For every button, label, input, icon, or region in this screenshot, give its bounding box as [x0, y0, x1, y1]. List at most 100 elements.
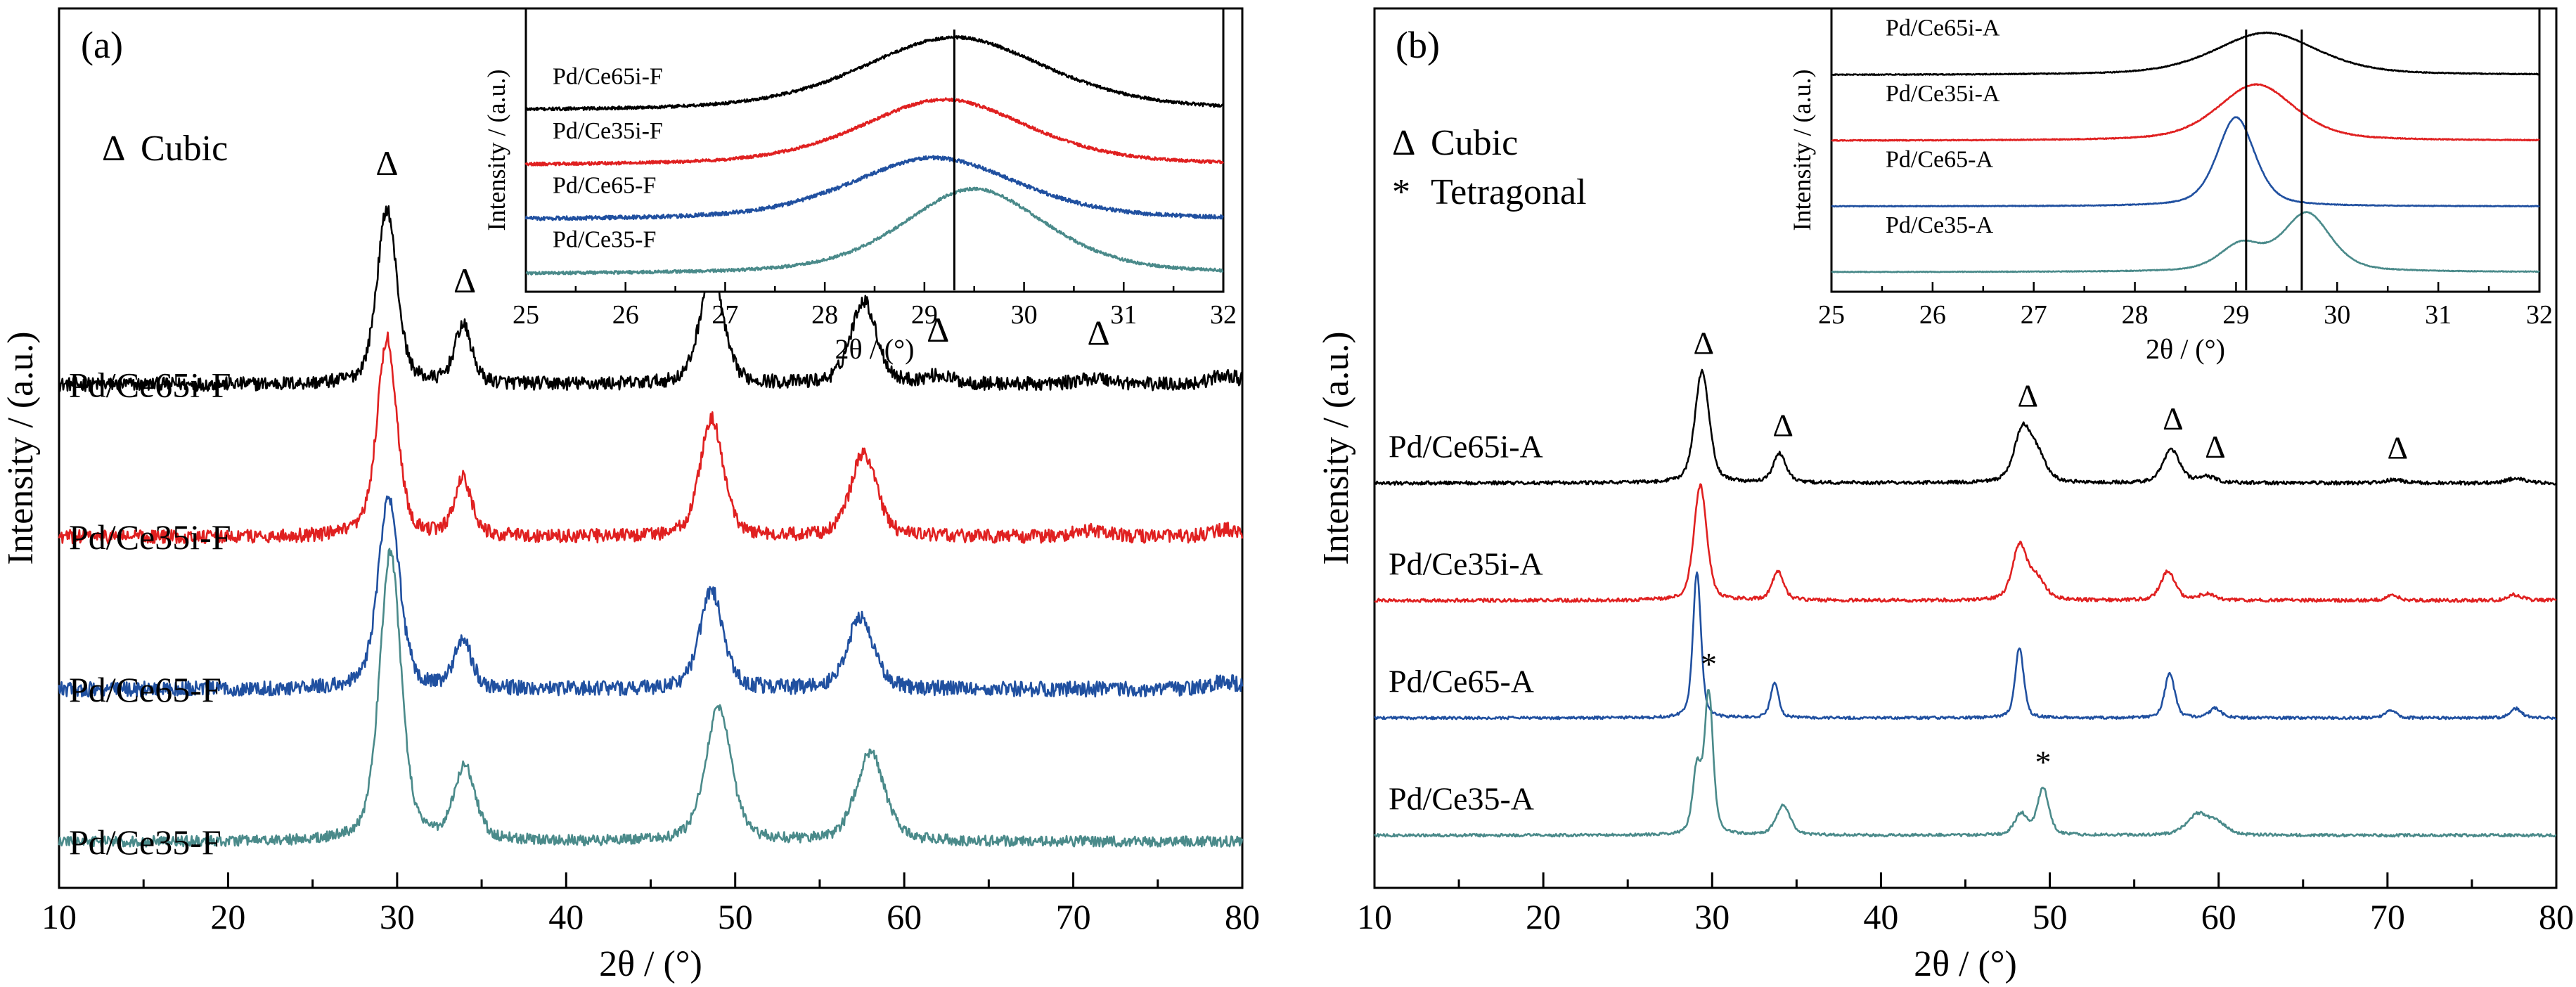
panel-label: (a) [81, 24, 123, 66]
peak-marker: Δ [1693, 325, 1714, 361]
sample-label: Pd/Ce65i-F [69, 365, 231, 404]
x-tick-label: 50 [2033, 897, 2068, 936]
inset-x-axis-label: 2θ / (°) [2146, 333, 2225, 365]
sample-label: Pd/Ce35i-A [1389, 546, 1543, 581]
inset-sample-label: Pd/Ce65i-F [553, 64, 663, 90]
y-axis-label: Intensity / (a.u.) [1316, 331, 1356, 565]
x-tick-label: 30 [1694, 897, 1730, 936]
inset-x-tick-label: 31 [2425, 300, 2452, 330]
inset-sample-label: Pd/Ce35i-F [553, 118, 663, 144]
peak-marker: * [1701, 646, 1717, 682]
inset-x-axis-label: 2θ / (°) [835, 333, 915, 365]
x-tick-label: 20 [1526, 897, 1561, 936]
inset-x-tick-label: 30 [2324, 300, 2350, 330]
x-tick-label: 70 [2370, 897, 2405, 936]
inset-x-tick-label: 29 [911, 300, 938, 330]
peak-marker: Δ [2205, 429, 2226, 465]
x-tick-label: 40 [1863, 897, 1898, 936]
series-line [1374, 368, 2557, 486]
series-line [1831, 83, 2540, 142]
x-axis-label: 2θ / (°) [599, 944, 702, 984]
inset-sample-label: Pd/Ce35-F [553, 227, 656, 253]
sample-label: Pd/Ce35-F [69, 822, 221, 862]
series-line [524, 35, 1225, 112]
series-group: Pd/Ce65i-F Pd/Ce35i-F Pd/Ce65-F Pd/Ce35-F [58, 205, 1244, 862]
x-tick-label: 80 [2539, 897, 2574, 936]
x-tick-label: 10 [1357, 897, 1392, 936]
inset-x-tick-label: 32 [1210, 300, 1237, 330]
series-line [58, 548, 1244, 848]
legend-symbol: Δ [102, 129, 125, 169]
x-tick-label: 20 [210, 897, 245, 936]
chart-panel-a: 10 20 30 40 50 60 70 80 2θ / (°) Intensity / (a.u… [1, 7, 1260, 984]
series-line [1374, 483, 2557, 603]
inset-y-axis-label: Intensity / (a.u.) [1788, 70, 1816, 231]
x-tick-label: 30 [380, 897, 415, 936]
inset-y-axis-label: Intensity / (a.u.) [482, 70, 510, 231]
inset-x-tick-label: 28 [811, 300, 838, 330]
x-tick-label: 10 [41, 897, 77, 936]
peak-marker: Δ [2387, 430, 2408, 465]
inset-x-tick-label: 28 [2122, 300, 2149, 330]
x-tick-label: 40 [548, 897, 584, 936]
series-line [58, 205, 1244, 392]
peak-marker: Δ [1088, 313, 1110, 352]
legend-label: Cubic [1431, 123, 1518, 163]
inset-plot: 25 26 27 28 29 30 31 32 2θ / (°) Intensity / (a.u… [1788, 7, 2553, 365]
inset-x-tick-label: 30 [1011, 300, 1038, 330]
x-tick-label: 70 [1056, 897, 1091, 936]
series-group: Pd/Ce65i-A Pd/Ce35i-A Pd/Ce65-A Pd/Ce35-A [1373, 368, 2557, 838]
y-axis-label: Intensity / (a.u.) [1, 331, 41, 565]
peak-marker: Δ [1772, 407, 1793, 443]
inset-x-tick-label: 27 [2021, 300, 2047, 330]
series-line [1373, 689, 2557, 838]
inset-x-tick-label: 25 [513, 300, 539, 330]
peak-marker: Δ [375, 143, 398, 183]
series-line [525, 186, 1224, 276]
peak-marker: Δ [2018, 378, 2039, 413]
inset-sample-label: Pd/Ce65-A [1886, 147, 1993, 173]
legend-symbol: Δ [1392, 123, 1415, 163]
x-tick-label: 60 [2201, 897, 2236, 936]
inset-x-tick-label: 29 [2222, 300, 2249, 330]
series-line [1831, 211, 2540, 273]
series-line [1374, 571, 2557, 721]
legend-label: Cubic [141, 129, 228, 169]
inset-sample-label: Pd/Ce35-A [1886, 212, 1993, 238]
inset-frame [1830, 7, 2541, 293]
sample-label: Pd/Ce65-A [1389, 663, 1534, 699]
chart-panel-b: 10 20 30 40 50 60 70 80 2θ / (°) Intensity / (a.u… [1316, 7, 2574, 984]
inset-sample-label: Pd/Ce65-F [553, 172, 656, 198]
inset-frame [524, 7, 1225, 293]
sample-label: Pd/Ce35-A [1389, 780, 1534, 816]
panel-label: (b) [1396, 24, 1440, 66]
peak-marker: Δ [2163, 401, 2184, 437]
legend-symbol: * [1392, 172, 1410, 212]
series-line [1831, 31, 2540, 77]
peak-marker: Δ [453, 261, 476, 300]
series-line [58, 331, 1244, 545]
inset-plot: 25 26 27 28 29 30 31 32 2θ / (°) Intensity / (a.u… [482, 7, 1237, 365]
series-line [1831, 116, 2540, 208]
inset-x-tick-label: 31 [1110, 300, 1137, 330]
inset-sample-label: Pd/Ce65i-A [1886, 15, 2000, 41]
inset-sample-label: Pd/Ce35i-A [1886, 81, 2000, 107]
x-tick-label: 60 [887, 897, 922, 936]
inset-x-tick-label: 27 [711, 300, 738, 330]
inset-x-tick-label: 26 [612, 300, 639, 330]
x-tick-label: 50 [718, 897, 753, 936]
inset-x-tick-label: 32 [2526, 300, 2553, 330]
x-axis-label: 2θ / (°) [1914, 944, 2017, 984]
legend-label: Tetragonal [1431, 172, 1587, 212]
peak-marker: * [2035, 744, 2051, 780]
sample-label: Pd/Ce35i-F [69, 517, 231, 557]
inset-x-tick-label: 25 [1818, 300, 1845, 330]
peak-marker: Δ [927, 310, 949, 349]
sample-label: Pd/Ce65-F [69, 670, 221, 709]
series-line [524, 97, 1225, 167]
x-tick-label: 80 [1225, 897, 1260, 936]
inset-x-tick-label: 26 [1919, 300, 1946, 330]
series-line [524, 155, 1224, 221]
sample-label: Pd/Ce65i-A [1389, 428, 1543, 464]
